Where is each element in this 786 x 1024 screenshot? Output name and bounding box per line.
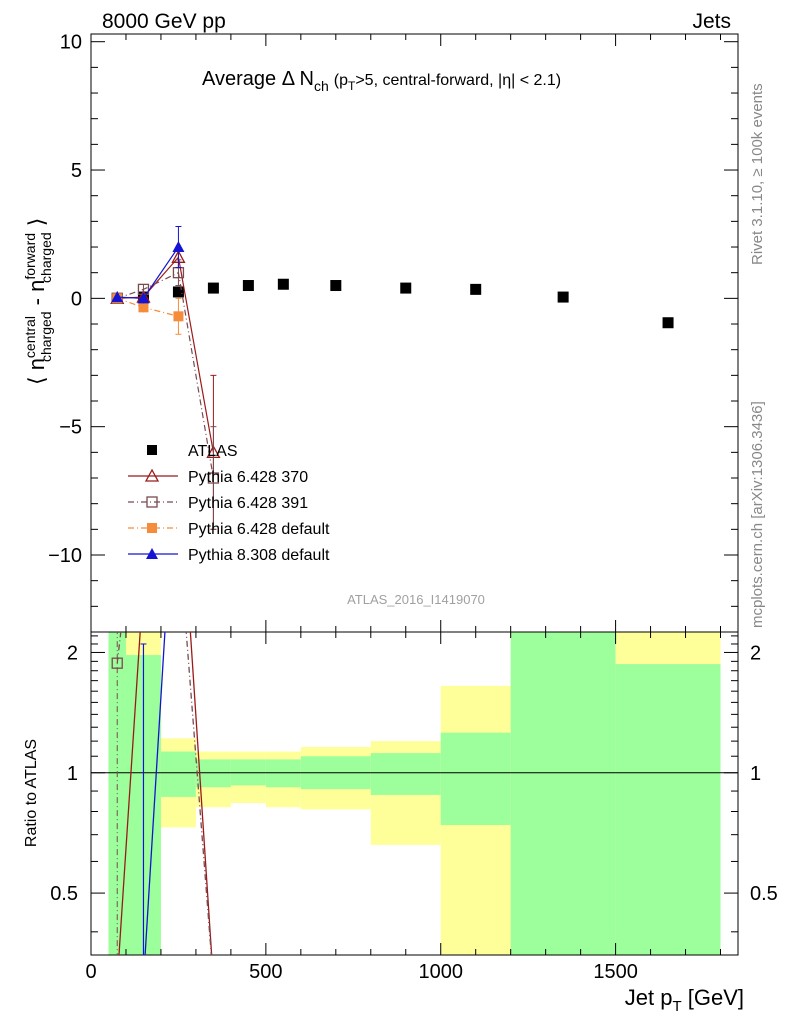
y-tick-label-main-3: 5 bbox=[71, 160, 82, 182]
band-green-5 bbox=[265, 759, 301, 788]
xlabel-rest: [GeV] bbox=[682, 985, 744, 1010]
xlabel-sub: T bbox=[672, 998, 681, 1015]
point-pythia-8-308-default bbox=[137, 292, 150, 304]
xlabel-main: Jet p bbox=[625, 985, 673, 1010]
legend: ATLAS Pythia 6.428 370 Pythia 6.428 391 Pyt… bbox=[128, 443, 330, 564]
title-sub-ch: ch bbox=[314, 78, 329, 94]
ratio-plot-series bbox=[111, 632, 213, 955]
ratio-plot-frame bbox=[90, 631, 739, 956]
legend-item-pythia-8-308-default: Pythia 8.308 default bbox=[128, 547, 330, 564]
ylabel-open: ⟨ n bbox=[24, 358, 49, 385]
point-pythia-6-428-default bbox=[173, 311, 184, 322]
series-line-pythia-6-428-370 bbox=[117, 255, 214, 453]
point-pythia-8-308-default bbox=[172, 241, 185, 253]
y-tick-label-ratio-1: 1 bbox=[67, 763, 78, 785]
band-green-10 bbox=[615, 664, 721, 955]
point-atlas bbox=[557, 291, 569, 303]
y-tick-label-ratio-0: 0.5 bbox=[50, 883, 78, 905]
legend-marker-pythia-6-428-391 bbox=[146, 496, 158, 508]
band-yellow-8 bbox=[440, 685, 511, 955]
y-tick-label-ratio-right-1: 1 bbox=[750, 763, 761, 785]
legend-label-atlas: ATLAS bbox=[188, 443, 238, 460]
legend-label-pythia-6-428-391: Pythia 6.428 391 bbox=[188, 495, 308, 512]
legend-item-pythia-6-428-default: Pythia 6.428 default bbox=[128, 521, 330, 538]
y-tick-label-main-2: 0 bbox=[71, 288, 82, 310]
y-tick-label-main-0: −10 bbox=[48, 545, 82, 567]
y-axis-label-main: ⟨ ncentralcharged - nforwardcharged ⟩ bbox=[22, 218, 54, 385]
band-green-2 bbox=[160, 751, 196, 797]
point-atlas bbox=[400, 282, 412, 294]
y-tick-label-main-4: 10 bbox=[60, 32, 82, 54]
y-tick-label-ratio-right-0: 0.5 bbox=[750, 883, 778, 905]
header-left: 8000 GeV pp bbox=[102, 10, 226, 33]
x-tick-label-0: 0 bbox=[85, 961, 96, 983]
ylabel-sup-central: central bbox=[22, 316, 38, 358]
point-pythia-8-308-default bbox=[111, 291, 124, 303]
title-sub-t: T bbox=[348, 79, 356, 93]
point-atlas bbox=[207, 282, 219, 294]
band-green-9 bbox=[510, 632, 616, 955]
legend-marker-atlas bbox=[147, 445, 157, 455]
legend-marker-pythia-6-428-default bbox=[147, 523, 157, 533]
series-pythia-8-308-default bbox=[111, 225, 185, 304]
ylabel-sub-charged-2: charged bbox=[38, 232, 54, 283]
point-atlas bbox=[470, 283, 482, 295]
title-main: Average Δ N bbox=[202, 68, 314, 90]
x-tick-label-1500: 1500 bbox=[593, 961, 638, 983]
plot-title: Average Δ Nch (pT>5, central-forward, |η|… bbox=[202, 68, 561, 94]
analysis-watermark: ATLAS_2016_I1419070 bbox=[347, 592, 485, 607]
header-right: Jets bbox=[692, 10, 731, 33]
axis-ticks bbox=[90, 34, 738, 955]
point-atlas bbox=[330, 280, 342, 292]
title-rest-1: (p bbox=[334, 72, 348, 89]
legend-item-pythia-6-428-370: Pythia 6.428 370 bbox=[128, 468, 308, 486]
legend-marker-pythia-8-308-default bbox=[146, 548, 158, 559]
y-tick-label-ratio-right-2: 2 bbox=[750, 642, 761, 664]
main-plot-series bbox=[110, 225, 674, 530]
point-atlas bbox=[277, 278, 289, 290]
x-tick-label-500: 500 bbox=[249, 961, 282, 983]
point-pythia-6-428-default bbox=[138, 302, 149, 313]
y-axis-label-ratio: Ratio to ATLAS bbox=[23, 739, 40, 847]
ratio-line-pythia-6-428-370 bbox=[118, 632, 213, 955]
ylabel-sub-charged-1: charged bbox=[38, 311, 54, 362]
series-atlas bbox=[111, 278, 674, 329]
band-green-3 bbox=[195, 759, 231, 788]
x-tick-label-1000: 1000 bbox=[418, 961, 463, 983]
band-green-8 bbox=[440, 732, 511, 826]
legend-item-pythia-6-428-391: Pythia 6.428 391 bbox=[128, 495, 308, 512]
legend-item-atlas: ATLAS bbox=[147, 443, 238, 460]
title-rest-2: >5, central-forward, |η| < 2.1) bbox=[355, 72, 561, 89]
legend-label-pythia-8-308-default: Pythia 8.308 default bbox=[188, 547, 330, 564]
legend-label-pythia-6-428-default: Pythia 6.428 default bbox=[188, 521, 330, 538]
legend-marker-pythia-6-428-370 bbox=[144, 468, 160, 482]
point-atlas bbox=[662, 317, 674, 329]
point-atlas bbox=[172, 286, 184, 298]
mcplots-label: mcplots.cern.ch [arXiv:1306.3436] bbox=[749, 401, 766, 628]
y-tick-label-ratio-2: 2 bbox=[67, 642, 78, 664]
rivet-label: Rivet 3.1.10, ≥ 100k events bbox=[749, 83, 766, 265]
legend-label-pythia-6-428-370: Pythia 6.428 370 bbox=[188, 469, 308, 486]
ylabel-mid: - n bbox=[24, 280, 49, 312]
series-pythia-6-428-370 bbox=[110, 246, 221, 530]
y-tick-label-main-1: −5 bbox=[59, 417, 82, 439]
ylabel-close: ⟩ bbox=[24, 218, 49, 233]
series-line-pythia-6-428-391 bbox=[117, 271, 214, 479]
x-axis-label: Jet pT [GeV] bbox=[625, 985, 744, 1015]
point-pythia-6-428-391 bbox=[207, 472, 220, 484]
point-atlas bbox=[242, 280, 254, 292]
band-green-7 bbox=[370, 753, 441, 795]
main-plot-frame bbox=[90, 33, 739, 633]
axis-tick-labels: 0 500 1000 1500 −10 −5 0 5 10 0.5 0.5 1 1 2 2 bbox=[48, 32, 778, 983]
ylabel-sup-forward: forward bbox=[22, 233, 38, 280]
